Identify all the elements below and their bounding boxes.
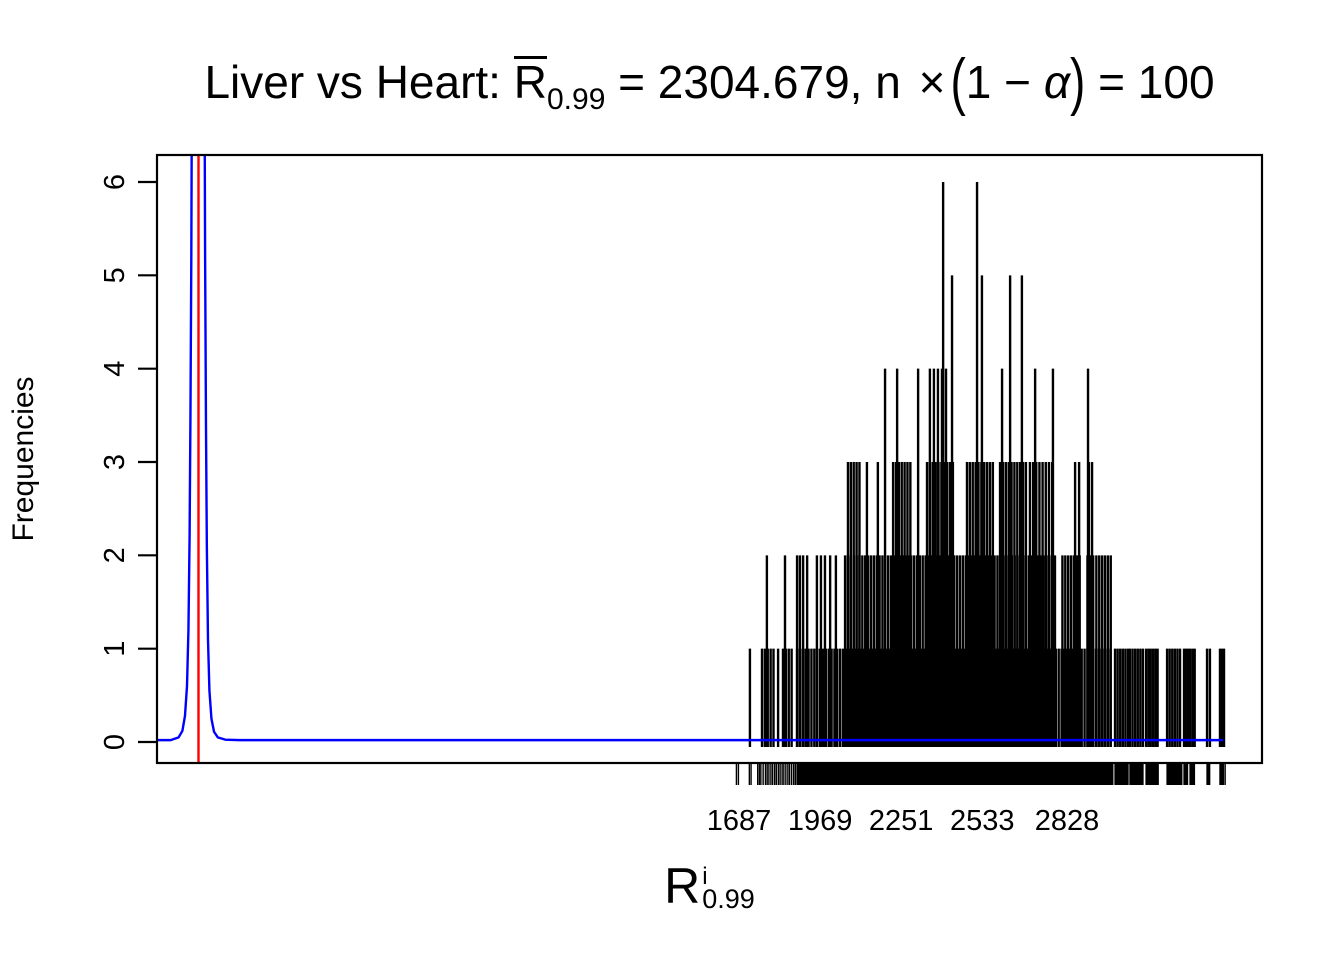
- title-one-minus: 1 −: [965, 56, 1044, 108]
- x-tick-label: 1969: [788, 805, 853, 837]
- title-paren-open: (: [950, 45, 966, 117]
- x-tick-label: 2533: [950, 805, 1015, 837]
- y-tick-label: 3: [99, 454, 131, 470]
- x-label-superscript: i: [702, 863, 708, 890]
- y-tick-label: 5: [99, 267, 131, 283]
- y-axis: 0 1 2 3 4 5 6: [99, 174, 157, 750]
- plot-title: Liver vs Heart: R0.99 = 2304.679, n × (1 …: [157, 45, 1262, 126]
- title-times-sign: ×: [918, 56, 946, 108]
- x-tick-label: 2251: [869, 805, 934, 837]
- x-tick-label: 2828: [1035, 805, 1100, 837]
- y-tick-label: 6: [99, 174, 131, 190]
- title-suffix: = 100: [1085, 56, 1215, 108]
- x-label-base: R: [664, 858, 701, 914]
- null-density-curve: [157, 155, 1224, 742]
- y-tick-label: 2: [99, 547, 131, 563]
- title-rbar-overline: R: [513, 56, 547, 108]
- density-curve: [157, 155, 1224, 742]
- y-tick-label: 1: [99, 641, 131, 657]
- x-label-scripts: i 0.99: [702, 863, 755, 914]
- x-tick-label: 1687: [707, 805, 772, 837]
- y-tick-label: 4: [99, 361, 131, 377]
- title-mid: = 2304.679, n: [605, 56, 914, 108]
- title-paren-close: ): [1070, 45, 1086, 117]
- plot-box: [155, 153, 1264, 765]
- title-prefix: Liver vs Heart:: [204, 56, 514, 108]
- title-alpha-symbol: α: [1043, 56, 1071, 108]
- title-rbar-subscript: 0.99: [546, 83, 606, 116]
- rug-marks: [735, 764, 1226, 785]
- x-axis: 1687 1969 2251 2533 2828: [707, 805, 1100, 837]
- y-tick-label: 0: [99, 734, 131, 750]
- x-label-subscript: 0.99: [702, 884, 755, 914]
- y-axis-label: Frequencies: [7, 376, 40, 541]
- frequency-spikes: [748, 182, 1226, 747]
